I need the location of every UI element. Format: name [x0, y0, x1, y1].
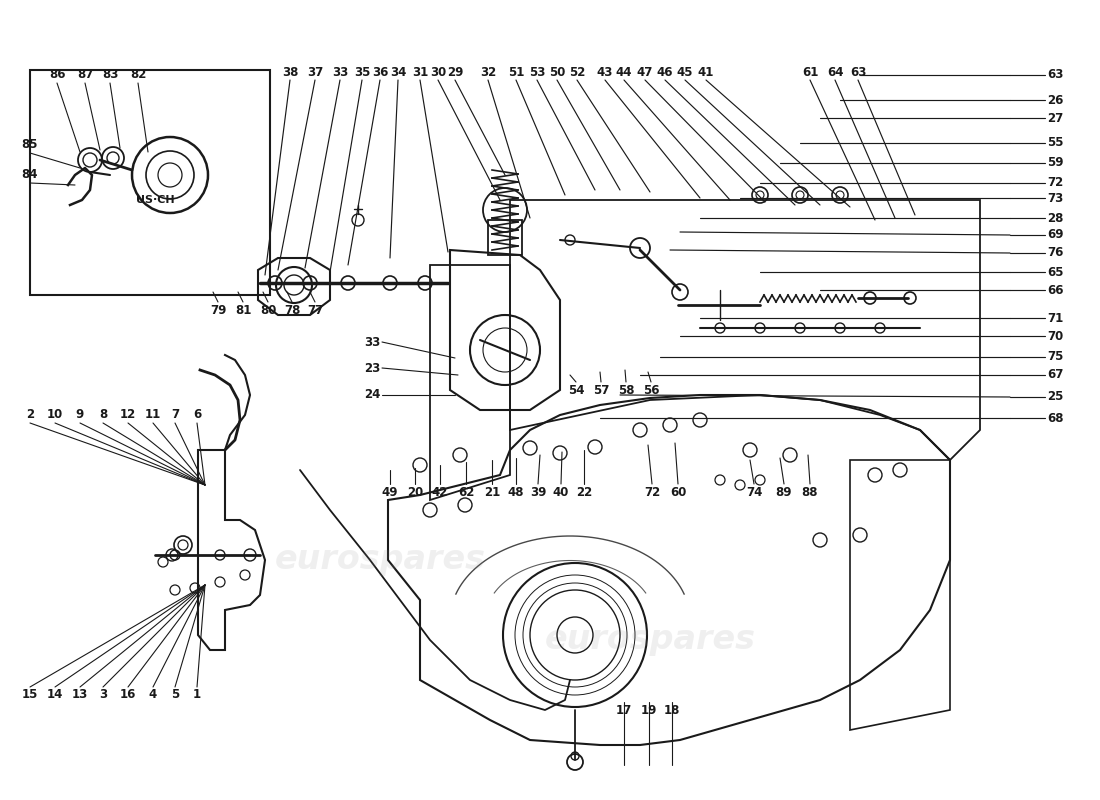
Bar: [30, 70, 270, 295]
Text: 17: 17: [616, 703, 632, 717]
Text: 62: 62: [458, 486, 474, 498]
Text: 33: 33: [332, 66, 348, 78]
Text: 28: 28: [1047, 211, 1064, 225]
Text: 83: 83: [102, 69, 118, 82]
Text: 63: 63: [1047, 69, 1064, 82]
Text: 45: 45: [676, 66, 693, 78]
Text: 50: 50: [549, 66, 565, 78]
Text: 79: 79: [210, 303, 227, 317]
Text: 9: 9: [76, 409, 84, 422]
Text: 19: 19: [641, 703, 657, 717]
Text: 54: 54: [568, 383, 584, 397]
Text: 59: 59: [1047, 157, 1064, 170]
Text: 37: 37: [307, 66, 323, 78]
Text: 72: 72: [1047, 177, 1063, 190]
Text: 43: 43: [597, 66, 613, 78]
Text: 85: 85: [22, 138, 38, 151]
Text: 76: 76: [1047, 246, 1064, 259]
Text: 67: 67: [1047, 369, 1064, 382]
Text: 52: 52: [569, 66, 585, 78]
Text: 34: 34: [389, 66, 406, 78]
Text: 7: 7: [170, 409, 179, 422]
Text: 53: 53: [529, 66, 546, 78]
Text: 74: 74: [746, 486, 762, 498]
Text: 44: 44: [616, 66, 632, 78]
Text: 56: 56: [642, 383, 659, 397]
Text: 48: 48: [508, 486, 525, 498]
Text: 86: 86: [48, 69, 65, 82]
Text: 60: 60: [670, 486, 686, 498]
Text: 87: 87: [77, 69, 94, 82]
Text: 80: 80: [260, 303, 276, 317]
Text: 47: 47: [637, 66, 653, 78]
Text: 1: 1: [192, 689, 201, 702]
Text: 10: 10: [47, 409, 63, 422]
Text: 57: 57: [593, 383, 609, 397]
Text: 78: 78: [284, 303, 300, 317]
Text: 58: 58: [618, 383, 635, 397]
Text: 16: 16: [120, 689, 136, 702]
Text: 72: 72: [644, 486, 660, 498]
Text: 36: 36: [372, 66, 388, 78]
Text: 30: 30: [430, 66, 447, 78]
Text: 38: 38: [282, 66, 298, 78]
Text: 82: 82: [130, 69, 146, 82]
Text: 70: 70: [1047, 330, 1063, 342]
Text: 5: 5: [170, 689, 179, 702]
Text: 42: 42: [432, 486, 448, 498]
Text: 55: 55: [1047, 137, 1064, 150]
Text: 51: 51: [508, 66, 525, 78]
Text: 24: 24: [364, 389, 381, 402]
Text: 73: 73: [1047, 191, 1063, 205]
Text: 81: 81: [234, 303, 251, 317]
Text: 15: 15: [22, 689, 38, 702]
Text: 64: 64: [827, 66, 844, 78]
Text: 68: 68: [1047, 411, 1064, 425]
Text: 65: 65: [1047, 266, 1064, 278]
Text: 63: 63: [850, 66, 866, 78]
Text: 29: 29: [447, 66, 463, 78]
Text: 61: 61: [802, 66, 818, 78]
Text: 32: 32: [480, 66, 496, 78]
Text: 22: 22: [576, 486, 592, 498]
Text: 21: 21: [484, 486, 500, 498]
Text: 20: 20: [407, 486, 424, 498]
Text: 11: 11: [145, 409, 161, 422]
Text: 8: 8: [99, 409, 107, 422]
Text: 77: 77: [307, 303, 323, 317]
Text: 89: 89: [776, 486, 792, 498]
Text: eurospares: eurospares: [275, 543, 485, 577]
Text: 12: 12: [120, 409, 136, 422]
Text: 23: 23: [364, 362, 381, 374]
Text: 18: 18: [663, 703, 680, 717]
Text: 88: 88: [802, 486, 818, 498]
Text: 27: 27: [1047, 111, 1063, 125]
Text: 71: 71: [1047, 311, 1063, 325]
Text: 14: 14: [47, 689, 63, 702]
Text: 4: 4: [148, 689, 157, 702]
Text: 26: 26: [1047, 94, 1064, 106]
Text: 6: 6: [192, 409, 201, 422]
Text: 46: 46: [657, 66, 673, 78]
Text: 66: 66: [1047, 283, 1064, 297]
Text: 3: 3: [99, 689, 107, 702]
Text: US·CH: US·CH: [135, 195, 174, 205]
Text: 2: 2: [26, 409, 34, 422]
Text: 40: 40: [553, 486, 569, 498]
Text: 13: 13: [72, 689, 88, 702]
Text: 33: 33: [364, 335, 381, 349]
Text: 35: 35: [354, 66, 371, 78]
Text: 39: 39: [530, 486, 547, 498]
Text: 31: 31: [411, 66, 428, 78]
Text: 69: 69: [1047, 229, 1064, 242]
Text: 84: 84: [22, 169, 38, 182]
Text: eurospares: eurospares: [544, 623, 756, 657]
Text: 41: 41: [697, 66, 714, 78]
Text: 49: 49: [382, 486, 398, 498]
Text: 25: 25: [1047, 390, 1064, 403]
Text: 75: 75: [1047, 350, 1064, 363]
